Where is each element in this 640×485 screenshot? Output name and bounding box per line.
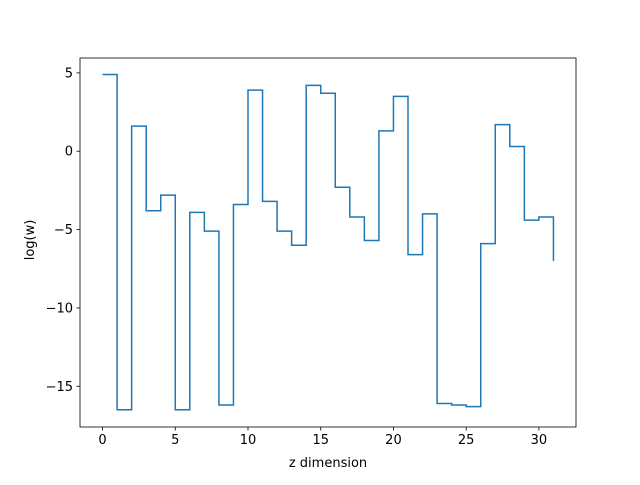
- y-tick-label-3: −10: [46, 301, 73, 316]
- y-tick-label-1: 0: [65, 145, 73, 160]
- x-tick-label-5: 25: [458, 433, 475, 448]
- x-axis-label: z dimension: [289, 456, 367, 471]
- axes-frame: [79, 57, 577, 428]
- y-tick-label-0: 5: [65, 66, 73, 81]
- x-tick-label-4: 20: [385, 433, 402, 448]
- y-axis: 5 0 −5 −10 −15: [46, 66, 80, 395]
- y-axis-label: log(w): [23, 220, 38, 261]
- y-tick-label-2: −5: [54, 223, 73, 238]
- series-line-0: [102, 73, 555, 411]
- x-tick-label-1: 5: [171, 433, 179, 448]
- y-tick-label-4: −15: [46, 380, 73, 395]
- x-tick-label-6: 30: [531, 433, 548, 448]
- plot-area: [79, 57, 577, 428]
- x-tick-label-3: 15: [312, 433, 329, 448]
- x-tick-label-0: 0: [98, 433, 106, 448]
- x-axis: 0 5 10 15 20 25 30: [98, 427, 547, 448]
- x-tick-label-2: 10: [240, 433, 257, 448]
